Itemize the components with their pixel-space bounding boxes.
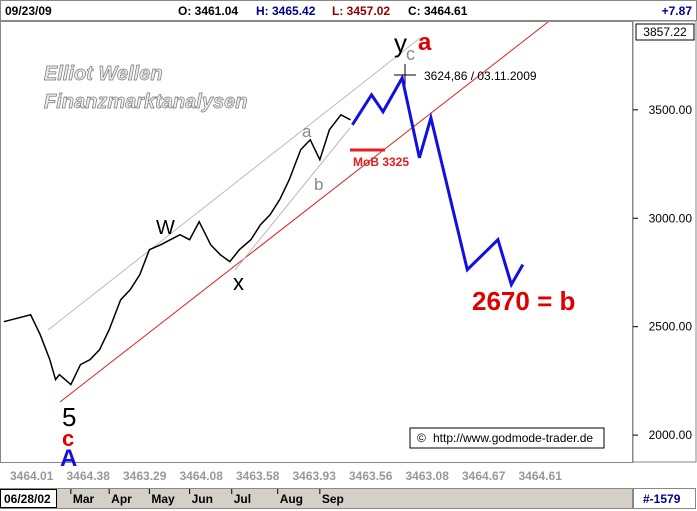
x-tick-label: Jun — [192, 492, 213, 506]
wave-label: a — [302, 122, 312, 141]
target-label: 3624,86 / 03.11.2009 — [424, 69, 537, 83]
header-close: C: 3464.61 — [408, 4, 468, 18]
wave-label: 5 — [62, 402, 76, 432]
x-axis-bar — [0, 488, 633, 509]
x-tick-label: Sep — [322, 492, 344, 506]
price-line — [3, 113, 351, 386]
bottom-value: 3463.56 — [349, 469, 393, 483]
wave-label: c — [62, 426, 74, 451]
header-high: H: 3465.42 — [256, 4, 316, 18]
wave-label: y — [394, 28, 407, 58]
wave-label: x — [233, 270, 244, 295]
plot — [3, 73, 525, 386]
bottom-value: 3463.58 — [236, 469, 280, 483]
plot-frame — [0, 21, 633, 463]
x-tick-label: Apr — [111, 492, 132, 506]
start-date: 06/28/02 — [4, 492, 51, 506]
bar-count-box — [633, 488, 696, 509]
y-axis-panel — [632, 20, 697, 463]
x-tick-label: May — [151, 492, 175, 506]
header-low: L: 3457.02 — [332, 4, 390, 18]
bottom-value: 3464.01 — [10, 469, 54, 483]
url-box — [409, 427, 605, 449]
y-tick-label: 3000.00 — [649, 211, 693, 225]
watermark: Elliot Wellen — [44, 63, 163, 85]
url: http://www.godmode-trader.de — [433, 431, 593, 445]
bottom-value: 3464.67 — [462, 469, 506, 483]
channel-upper — [47, 37, 421, 331]
y-tick-label: 3500.00 — [649, 103, 693, 117]
bottom-value: 3464.38 — [67, 469, 111, 483]
bar-count: #-1579 — [643, 492, 681, 506]
x-tick-label: Jul — [234, 492, 251, 506]
start-date-box — [0, 489, 57, 508]
inner-channel — [234, 127, 351, 271]
y-tick-label: 2500.00 — [649, 320, 693, 334]
projection-line — [351, 73, 525, 289]
copyright: © — [417, 431, 426, 445]
channel-lower — [59, 21, 549, 403]
bottom-value: 3463.29 — [123, 469, 167, 483]
watermark: Finanzmarktanalysen — [44, 91, 247, 113]
x-tick-label: Mar — [73, 492, 95, 506]
wave-label: A — [60, 445, 77, 472]
forecast-label: 2670 = b — [472, 286, 575, 316]
x-tick-label: Aug — [280, 492, 303, 506]
wave-label: b — [314, 175, 323, 194]
wave-label: c — [406, 44, 415, 64]
y-tick-label: 2000.00 — [649, 428, 693, 442]
bottom-value: 3464.08 — [180, 469, 224, 483]
header-open: O: 3461.04 — [178, 4, 238, 18]
axis-value-box — [635, 23, 695, 41]
mob-label: MoB 3325 — [353, 155, 409, 169]
header-change: +7.87 — [662, 4, 693, 18]
wave-label: W — [156, 217, 175, 239]
bottom-value: 3463.08 — [406, 469, 450, 483]
wave-label: a — [418, 29, 432, 56]
bottom-value: 3464.61 — [519, 469, 563, 483]
axis-value: 3857.22 — [643, 25, 687, 39]
bottom-value: 3463.93 — [293, 469, 337, 483]
bottom-values: 3464.01 3464.38 3463.29 3464.08 3463.58 3463.… — [10, 469, 562, 483]
header-date: 09/23/09 — [5, 4, 52, 18]
